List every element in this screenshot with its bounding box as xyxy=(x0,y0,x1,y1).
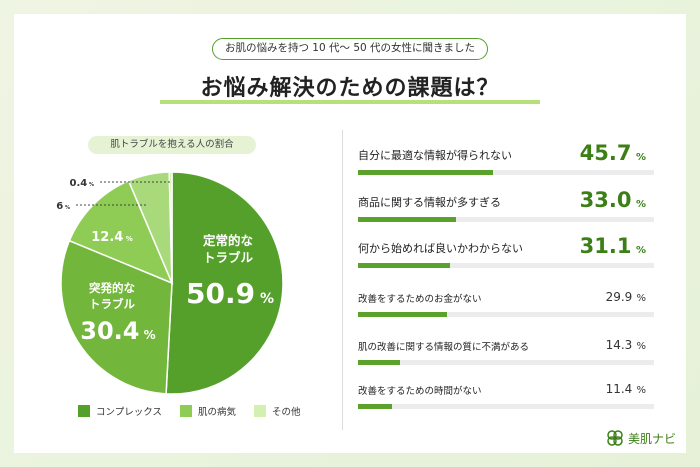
bar-fill-2 xyxy=(358,263,451,268)
legend-swatch-2 xyxy=(253,405,266,417)
bar-track-2 xyxy=(358,263,654,268)
slice-value-3: 6 % xyxy=(56,201,70,212)
legend-item-0: コンプレックス xyxy=(78,404,162,418)
bar-value-3: 29.9 % xyxy=(605,290,646,304)
bar-value-0: 45.7 % xyxy=(579,141,646,165)
bar-row-1: 商品に関する情報が多すぎる 33.0 % xyxy=(358,188,654,222)
bar-label-5: 改善をするための時間がない xyxy=(358,386,482,397)
logo-text: 美肌ナビ xyxy=(627,431,676,446)
slice-label-line-0: 定常的な xyxy=(202,233,253,248)
slice-value-0: 50.9 % xyxy=(186,277,274,310)
slice-value-2: 12.4 % xyxy=(91,230,133,245)
bar-row-4: 肌の改善に関する情報の質に不満がある 14.3 % xyxy=(358,333,654,365)
legend-label-0: コンプレックス xyxy=(96,407,162,418)
brand-logo: 美肌ナビ xyxy=(606,429,676,447)
slice-label-line-1: トラブル xyxy=(203,250,254,265)
pie-slice-4 xyxy=(168,171,173,284)
bar-track-5 xyxy=(358,404,654,409)
bar-row-5: 改善をするための時間がない 11.4 % xyxy=(358,377,654,409)
slice-label-line-3: トラブル xyxy=(89,297,135,311)
bar-fill-0 xyxy=(358,170,494,175)
bar-track-1 xyxy=(358,217,654,222)
legend-swatch-1 xyxy=(179,405,192,417)
bar-row-3: 改善をするためのお金がない 29.9 % xyxy=(358,285,654,317)
bar-value-5: 11.4 % xyxy=(605,382,646,396)
bar-fill-4 xyxy=(358,360,401,365)
title-underline xyxy=(160,100,540,104)
survey-subtitle: お肌の悩みを持つ 10 代〜 50 代の女性に聞きました xyxy=(212,38,488,60)
bar-track-0 xyxy=(358,170,654,175)
legend-item-2: その他 xyxy=(253,404,301,418)
bar-label-4: 肌の改善に関する情報の質に不満がある xyxy=(358,342,530,353)
legend-label-2: その他 xyxy=(271,407,301,418)
bar-track-4 xyxy=(358,360,654,365)
slice-value-4: 0.4 % xyxy=(70,178,94,189)
bar-fill-3 xyxy=(358,312,447,317)
column-divider xyxy=(342,130,343,430)
slice-label-line-2: 突発的な xyxy=(89,281,135,295)
bar-row-0: 自分に最適な情報が得られない 45.7 % xyxy=(358,141,654,175)
bar-value-2: 31.1 % xyxy=(579,234,646,258)
bar-label-2: 何から始めれば良いかわからない xyxy=(358,242,523,255)
legend-label-1: 肌の病気 xyxy=(197,407,236,418)
bar-value-4: 14.3 % xyxy=(605,338,646,352)
bar-label-1: 商品に関する情報が多すぎる xyxy=(358,196,501,209)
legend-swatch-0 xyxy=(78,405,90,417)
bar-label-3: 改善をするためのお金がない xyxy=(358,294,482,305)
pie-caption: 肌トラブルを抱える人の割合 xyxy=(88,136,256,154)
leaf-logo-icon xyxy=(607,430,623,446)
bar-value-1: 33.0 % xyxy=(579,188,646,212)
bar-track-3 xyxy=(358,312,654,317)
bar-row-2: 何から始めれば良いかわからない 31.1 % xyxy=(358,234,654,268)
slice-value-1: 30.4 % xyxy=(80,317,155,345)
pie-legend: コンプレックス 肌の病気 その他 xyxy=(78,404,300,418)
bar-label-0: 自分に最適な情報が得られない xyxy=(358,149,512,162)
pie-slice-1 xyxy=(60,239,173,395)
legend-item-1: 肌の病気 xyxy=(179,404,236,418)
bar-fill-5 xyxy=(358,404,392,409)
pie-slice-0 xyxy=(165,171,284,395)
bar-fill-1 xyxy=(358,217,456,222)
page-title: お悩み解決のための課題は？ xyxy=(200,76,500,101)
